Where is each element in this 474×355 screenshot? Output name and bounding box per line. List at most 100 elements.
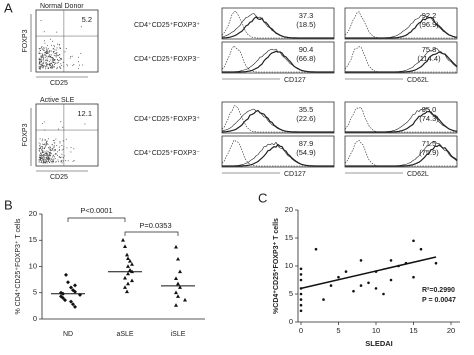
event-dot: [41, 60, 43, 62]
gate-value: 5.2: [82, 15, 92, 24]
event-dot: [62, 160, 64, 162]
event-dot: [78, 56, 80, 58]
event-dot: [52, 65, 54, 67]
event-dot: [55, 138, 57, 140]
event-dot: [44, 65, 46, 67]
event-dot: [44, 156, 46, 158]
event-dot: [42, 55, 44, 57]
event-dot: [42, 160, 44, 162]
significance-bracket: [67, 217, 126, 222]
y-tick-label: 15: [29, 235, 37, 244]
histogram-frame: [221, 101, 335, 134]
event-dot: [47, 157, 49, 159]
dot-plot-frame: [35, 9, 99, 73]
event-dot: [60, 64, 62, 66]
event-dot: [50, 158, 52, 160]
event-dot: [42, 147, 44, 149]
event-dot: [48, 148, 50, 150]
event-dot: [57, 154, 59, 156]
event-dot: [52, 58, 54, 60]
event-dot: [42, 152, 44, 154]
event-dot: [38, 65, 40, 67]
annotation: P=0.0353: [139, 221, 171, 230]
event-dot: [40, 152, 42, 154]
event-dot: [60, 63, 62, 65]
event-dot: [40, 59, 42, 61]
event-dot: [53, 64, 55, 66]
event-dot: [38, 53, 40, 55]
event-dot: [53, 61, 55, 63]
event-dot: [42, 123, 44, 125]
event-dot: [49, 146, 51, 148]
event-dot: [57, 55, 59, 57]
event-dot: [73, 148, 75, 150]
event-dot: [38, 63, 40, 65]
event-dot: [53, 60, 55, 62]
event-dot: [41, 62, 43, 64]
histogram-curve: [344, 139, 457, 167]
event-dot: [45, 158, 47, 160]
data-point: [299, 303, 303, 307]
histogram-curve: [345, 111, 458, 133]
histogram-value: 37.3: [299, 11, 314, 20]
event-dot: [56, 47, 58, 49]
event-dot: [46, 158, 48, 160]
data-point: [176, 294, 180, 298]
y-tick-label: 15: [285, 233, 293, 242]
event-dot: [53, 144, 55, 146]
event-dot: [41, 161, 43, 163]
event-dot: [49, 161, 51, 163]
event-dot: [47, 60, 49, 62]
event-dot: [45, 55, 47, 57]
event-dot: [45, 62, 47, 64]
event-dot: [52, 66, 54, 68]
event-dot: [53, 158, 55, 160]
event-dot: [49, 64, 51, 66]
event-dot: [41, 150, 43, 152]
y-tick-label: 20: [285, 205, 293, 214]
dot-plot-frame: [35, 103, 99, 167]
event-dot: [55, 62, 57, 64]
event-dot: [44, 145, 46, 147]
data-point: [130, 262, 134, 266]
event-dot: [46, 141, 48, 143]
event-dot: [54, 59, 56, 61]
event-dot: [40, 64, 42, 66]
event-dot: [51, 54, 53, 56]
event-dot: [49, 49, 51, 51]
event-dot: [72, 65, 74, 67]
event-dot: [43, 51, 45, 53]
event-dot: [58, 59, 60, 61]
event-dot: [39, 67, 41, 69]
event-dot: [51, 144, 53, 146]
event-dot: [48, 153, 50, 155]
data-point: [359, 284, 363, 287]
event-dot: [38, 57, 40, 59]
event-dot: [52, 58, 54, 60]
event-dot: [46, 155, 48, 157]
event-dot: [54, 53, 56, 55]
data-point: [382, 292, 385, 296]
event-dot: [42, 67, 44, 69]
histogram-value: (75.9): [419, 148, 439, 157]
event-dot: [52, 161, 54, 163]
event-dot: [40, 155, 42, 157]
data-point: [73, 289, 77, 294]
event-dot: [52, 50, 54, 52]
event-dot: [47, 52, 49, 54]
event-dot: [52, 160, 54, 162]
event-dot: [47, 144, 49, 146]
data-point: [337, 275, 340, 279]
event-dot: [48, 155, 50, 157]
histogram-curve: [222, 143, 334, 167]
data-point: [344, 270, 348, 273]
event-dot: [47, 156, 49, 158]
y-tick-label: 5: [33, 288, 37, 297]
data-point: [299, 273, 303, 276]
data-point: [299, 298, 303, 301]
data-point: [419, 247, 423, 251]
event-dot: [50, 50, 52, 52]
event-dot: [44, 154, 46, 156]
event-dot: [54, 158, 56, 160]
event-dot: [45, 68, 47, 70]
